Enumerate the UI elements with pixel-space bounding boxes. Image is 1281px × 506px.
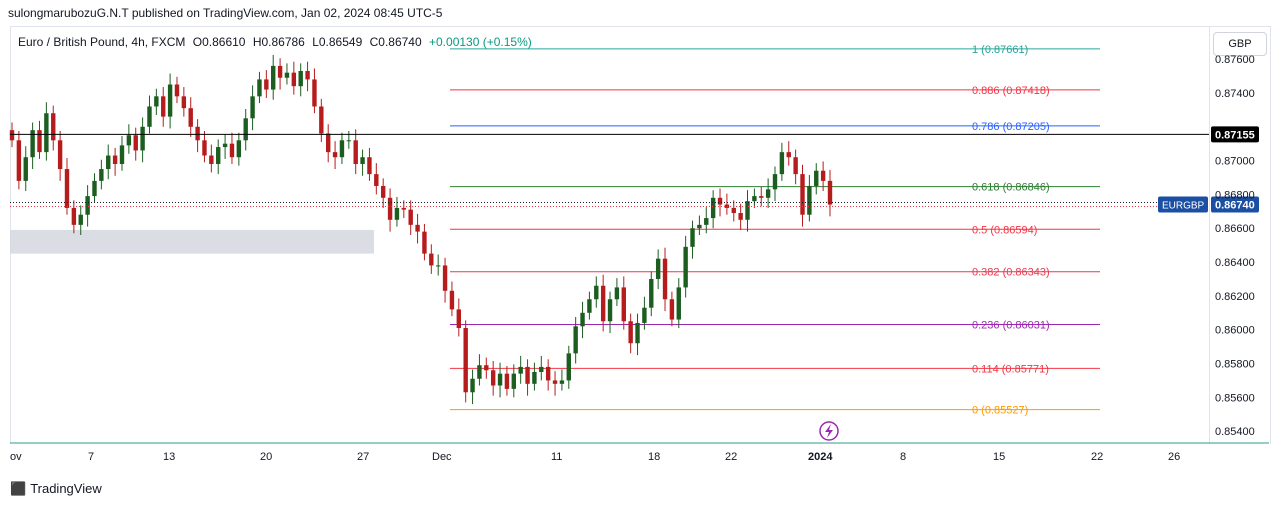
chart-pane[interactable]: [10, 26, 1210, 444]
x-tick-label: 2024: [808, 451, 833, 463]
close-value: C0.86740: [369, 35, 422, 49]
open-value: O0.86610: [192, 35, 246, 49]
x-tick-label: 7: [88, 451, 94, 463]
x-tick-label: 11: [551, 451, 562, 463]
x-tick-label: Dec: [432, 451, 452, 463]
x-tick-label: 27: [357, 451, 369, 463]
x-tick-label: 13: [163, 451, 175, 463]
x-tick-label: 8: [900, 451, 906, 463]
x-tick-label: 26: [1168, 451, 1180, 463]
tradingview-brand-text: TradingView: [30, 481, 102, 496]
currency-selector[interactable]: GBP: [1213, 32, 1267, 56]
x-tick-label: ov: [10, 451, 22, 463]
x-tick-label: 15: [993, 451, 1005, 463]
price-axis[interactable]: [1209, 26, 1271, 444]
x-tick-label: 18: [648, 451, 660, 463]
symbol-name[interactable]: Euro / British Pound, 4h, FXCM: [18, 35, 186, 49]
high-value: H0.86786: [252, 35, 305, 49]
publisher-header: sulongmarubozuG.N.T published on Trading…: [8, 6, 443, 20]
low-value: L0.86549: [312, 35, 363, 49]
change-value: +0.00130 (+0.15%): [429, 35, 532, 49]
symbol-legend: Euro / British Pound, 4h, FXCM O0.86610 …: [18, 35, 536, 49]
tradingview-logo-icon: ⬛: [10, 481, 27, 496]
x-tick-label: 20: [260, 451, 272, 463]
x-tick-label: 22: [1091, 451, 1103, 463]
x-tick-label: 22: [725, 451, 737, 463]
tradingview-logo[interactable]: ⬛ TradingView: [10, 481, 102, 497]
